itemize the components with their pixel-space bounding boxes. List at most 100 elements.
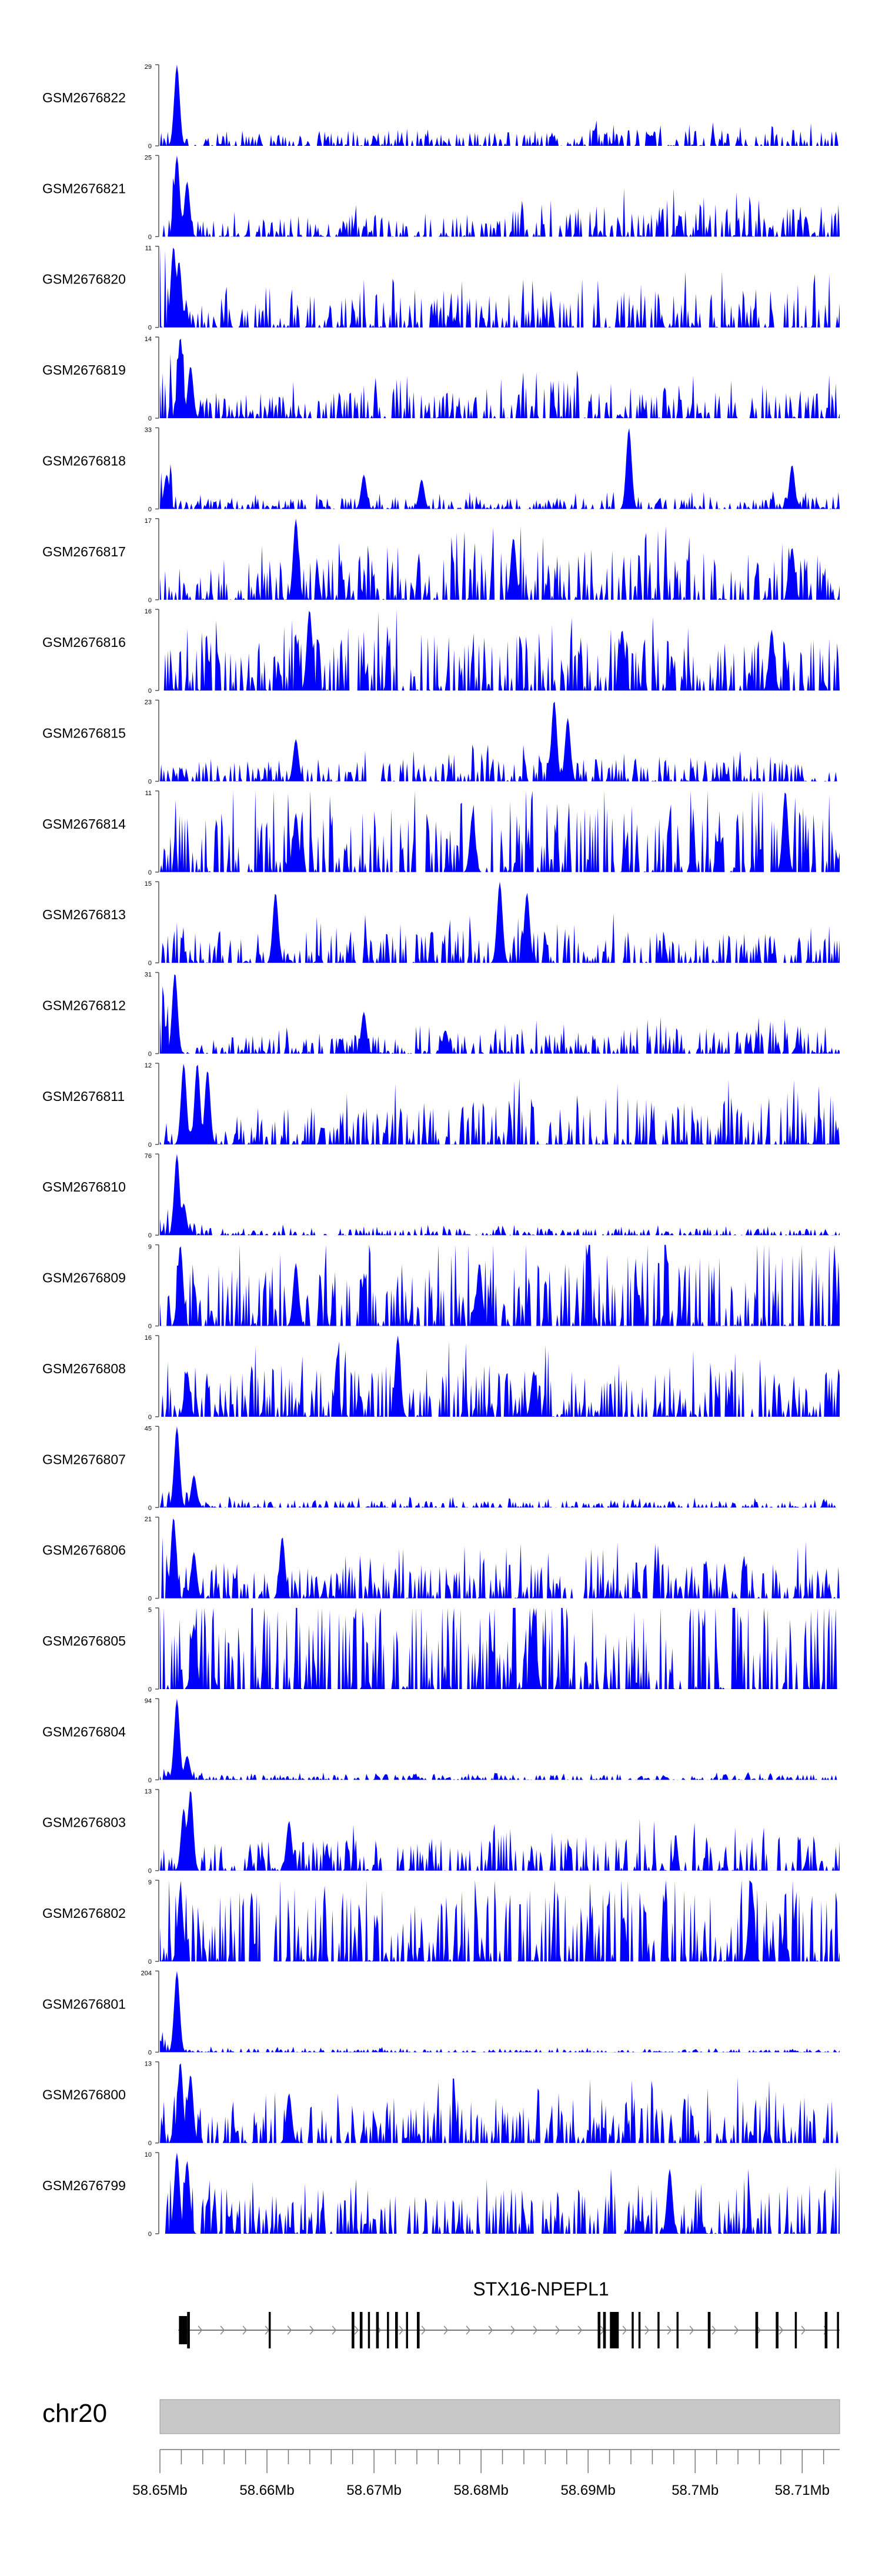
y-max-label: 17 [145, 518, 152, 525]
coverage-track: GSM2676820 11 0 [42, 245, 840, 332]
coverage-track: GSM2676814 11 0 [42, 790, 840, 876]
coverage-track: GSM2676802 9 0 [42, 1879, 840, 1966]
track-label: GSM2676810 [42, 1179, 126, 1194]
coverage-track: GSM2676819 14 0 [42, 336, 840, 422]
y-max-label: 16 [145, 1334, 152, 1342]
track-label: GSM2676803 [42, 1815, 126, 1830]
y-max-label: 76 [145, 1153, 152, 1160]
track-label: GSM2676822 [42, 90, 126, 105]
track-label: GSM2676811 [42, 1089, 125, 1104]
y-max-label: 204 [141, 1970, 152, 1977]
coverage-area [160, 1063, 840, 1144]
coverage-area [160, 65, 840, 146]
y-min-label: 0 [148, 2231, 152, 2238]
y-min-label: 0 [148, 2049, 152, 2056]
coverage-track: GSM2676807 45 0 [42, 1425, 840, 1511]
strand-arrow [577, 2325, 583, 2335]
coverage-area [160, 790, 840, 872]
strand-arrow [220, 2325, 225, 2335]
y-max-label: 29 [145, 64, 152, 71]
track-label: GSM2676819 [42, 362, 126, 378]
track-label: GSM2676816 [42, 635, 126, 650]
coverage-track: GSM2676809 9 0 [42, 1244, 840, 1330]
y-max-label: 94 [145, 1697, 152, 1704]
track-label: GSM2676808 [42, 1361, 126, 1376]
coverage-area [160, 518, 840, 600]
exon [387, 2312, 389, 2348]
y-min-label: 0 [148, 1868, 152, 1875]
coverage-area [160, 1426, 840, 1508]
track-label: GSM2676817 [42, 544, 126, 559]
coverage-area [160, 1154, 840, 1236]
coverage-track: GSM2676812 31 0 [42, 972, 840, 1058]
track-label: GSM2676815 [42, 725, 126, 740]
y-max-label: 21 [145, 1516, 152, 1523]
exon [776, 2312, 779, 2348]
gene-name: STX16-NPEPL1 [473, 2278, 609, 2300]
track-label: GSM2676805 [42, 1633, 126, 1649]
coverage-area [160, 1699, 840, 1780]
exon [395, 2312, 398, 2348]
strand-arrow [242, 2325, 248, 2335]
exon [837, 2312, 839, 2348]
y-max-label: 15 [145, 880, 152, 887]
coverage-area [160, 609, 840, 691]
strand-arrow [421, 2325, 426, 2335]
exon [638, 2312, 641, 2348]
coverage-track: GSM2676811 12 0 [42, 1062, 840, 1149]
coverage-area [160, 882, 840, 963]
track-label: GSM2676821 [42, 181, 126, 196]
axis-tick-label: 58.71Mb [775, 2482, 830, 2498]
exon [603, 2312, 606, 2348]
coverage-area [160, 1607, 840, 1689]
coverage-area [160, 702, 840, 782]
coverage-area [160, 1791, 840, 1871]
axis-tick-label: 58.67Mb [346, 2482, 401, 2498]
axis-tick-label: 58.68Mb [453, 2482, 508, 2498]
y-max-label: 5 [148, 1607, 152, 1614]
coverage-area [160, 155, 840, 237]
coverage-track: GSM2676805 5 0 [42, 1607, 840, 1693]
track-label: GSM2676809 [42, 1270, 126, 1286]
exon [359, 2312, 363, 2348]
track-label: GSM2676801 [42, 1996, 126, 2011]
y-min-label: 0 [148, 1504, 152, 1511]
exon [657, 2312, 660, 2348]
y-max-label: 25 [145, 154, 152, 161]
track-label: GSM2676807 [42, 1451, 126, 1467]
strand-arrow [510, 2325, 516, 2335]
axis-tick-label: 58.7Mb [671, 2482, 719, 2498]
exon [824, 2312, 828, 2348]
strand-arrow [399, 2325, 404, 2335]
y-max-label: 11 [145, 790, 152, 797]
coverage-track: GSM2676804 94 0 [42, 1697, 840, 1784]
track-label: GSM2676813 [42, 907, 126, 922]
y-min-label: 0 [148, 325, 152, 332]
track-label: GSM2676804 [42, 1724, 126, 1739]
coverage-area [160, 1880, 840, 1961]
strand-arrow [622, 2325, 627, 2335]
track-label: GSM2676818 [42, 453, 126, 468]
y-min-label: 0 [148, 960, 152, 967]
coverage-track: GSM2676801 204 0 [42, 1970, 840, 2056]
y-max-label: 13 [145, 1788, 152, 1796]
y-min-label: 0 [148, 415, 152, 422]
y-min-label: 0 [148, 1596, 152, 1603]
coverage-tracks: GSM2676822290GSM2676821250GSM2676820110G… [42, 64, 840, 2238]
strand-arrow [801, 2325, 806, 2335]
coverage-track: GSM2676817 17 0 [42, 518, 840, 604]
exon [351, 2312, 355, 2348]
exon [597, 2312, 601, 2348]
coverage-track: GSM2676818 33 0 [42, 426, 840, 513]
track-label: GSM2676806 [42, 1543, 126, 1558]
y-min-label: 0 [148, 1051, 152, 1058]
y-max-label: 45 [145, 1425, 152, 1432]
coverage-area [160, 1335, 840, 1417]
strand-arrow [734, 2325, 739, 2335]
coverage-area [160, 974, 840, 1054]
y-min-label: 0 [148, 778, 152, 785]
y-min-label: 0 [148, 143, 152, 150]
strand-arrow [309, 2325, 315, 2335]
y-min-label: 0 [148, 506, 152, 513]
